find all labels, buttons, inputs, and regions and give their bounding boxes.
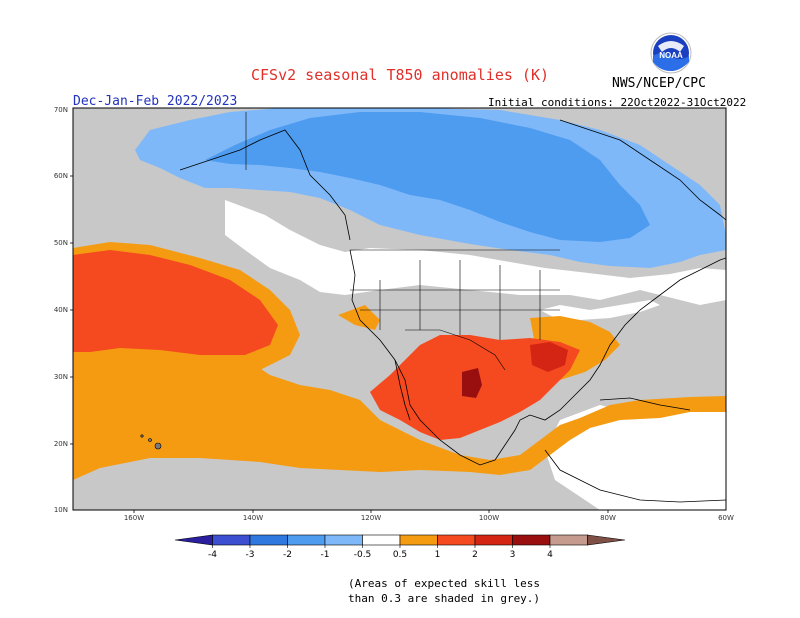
hawaii bbox=[140, 434, 162, 450]
noaa-logo: NOAA bbox=[650, 32, 692, 74]
colorbar-segment bbox=[474, 534, 513, 546]
lon-label: 120W bbox=[361, 514, 381, 522]
negative-anomalies bbox=[135, 108, 726, 268]
lon-label: 100W bbox=[479, 514, 499, 522]
colorbar-tick-label: -0.5 bbox=[354, 550, 372, 560]
lat-label: 50N bbox=[54, 239, 68, 247]
colorbar-segment bbox=[512, 534, 551, 546]
colorbar-tick-label: -2 bbox=[283, 550, 292, 560]
colorbar-segment bbox=[362, 534, 401, 546]
colorbar-tick-label: -1 bbox=[321, 550, 330, 560]
plot-frame bbox=[72, 107, 727, 511]
colorbar-segment bbox=[587, 534, 626, 546]
colorbar-segment bbox=[287, 534, 326, 546]
season-label: Dec-Jan-Feb 2022/2023 bbox=[73, 94, 238, 109]
colorbar-tick-label: -4 bbox=[208, 550, 217, 560]
skill-note: (Areas of expected skill less than 0.3 a… bbox=[348, 576, 540, 606]
longitude-labels: 160W 140W 120W 100W 80W 60W bbox=[124, 514, 734, 522]
lat-label: 20N bbox=[54, 440, 68, 448]
anomaly-pos-1-pacific bbox=[73, 250, 278, 355]
latitude-labels: 70N 60N 50N 40N 30N 20N 10N bbox=[54, 106, 68, 514]
coastlines bbox=[179, 119, 726, 503]
skill-note-line1: (Areas of expected skill less bbox=[348, 577, 541, 590]
svg-text:NOAA: NOAA bbox=[659, 51, 683, 60]
lat-label: 70N bbox=[54, 106, 68, 114]
colorbar-ticks: -4 -3 -2 -1 -0.5 0.5 1 2 3 4 bbox=[208, 545, 553, 560]
colorbar-segment bbox=[549, 534, 588, 546]
initial-conditions-label: Initial conditions: 22Oct2022-31Oct2022 bbox=[488, 96, 747, 109]
colorbar bbox=[174, 534, 626, 546]
lat-label: 60N bbox=[54, 172, 68, 180]
skill-note-line2: than 0.3 are shaded in grey.) bbox=[348, 592, 541, 605]
anomaly-pos-3 bbox=[462, 368, 482, 398]
agency-label: NWS/NCEP/CPC bbox=[612, 76, 706, 91]
colorbar-segment bbox=[249, 534, 288, 546]
colorbar-segment bbox=[212, 534, 251, 546]
colorbar-segment bbox=[174, 534, 213, 546]
colorbar-tick-label: 1 bbox=[435, 550, 441, 560]
anomaly-pos-2 bbox=[530, 342, 568, 372]
lon-label: 80W bbox=[600, 514, 616, 522]
lat-label: 10N bbox=[54, 506, 68, 514]
colorbar-tick-label: 0.5 bbox=[393, 550, 407, 560]
colorbar-tick-label: 2 bbox=[472, 550, 478, 560]
lat-label: 30N bbox=[54, 373, 68, 381]
political-borders bbox=[245, 112, 560, 371]
colorbar-tick-label: 3 bbox=[510, 550, 516, 560]
lon-label: 140W bbox=[243, 514, 263, 522]
lon-label: 160W bbox=[124, 514, 144, 522]
anomaly-neg-1 bbox=[205, 112, 650, 242]
map-title: CFSv2 seasonal T850 anomalies (K) bbox=[250, 66, 549, 84]
colorbar-tick-label: -3 bbox=[246, 550, 255, 560]
colorbar-segment bbox=[437, 534, 476, 546]
lat-label: 40N bbox=[54, 306, 68, 314]
colorbar-tick-label: 4 bbox=[547, 550, 553, 560]
colorbar-segment bbox=[399, 534, 438, 546]
lon-label: 60W bbox=[718, 514, 734, 522]
positive-anomalies bbox=[73, 242, 726, 480]
lon-ticks bbox=[133, 510, 609, 513]
colorbar-segment bbox=[324, 534, 363, 546]
lat-ticks bbox=[70, 175, 73, 445]
